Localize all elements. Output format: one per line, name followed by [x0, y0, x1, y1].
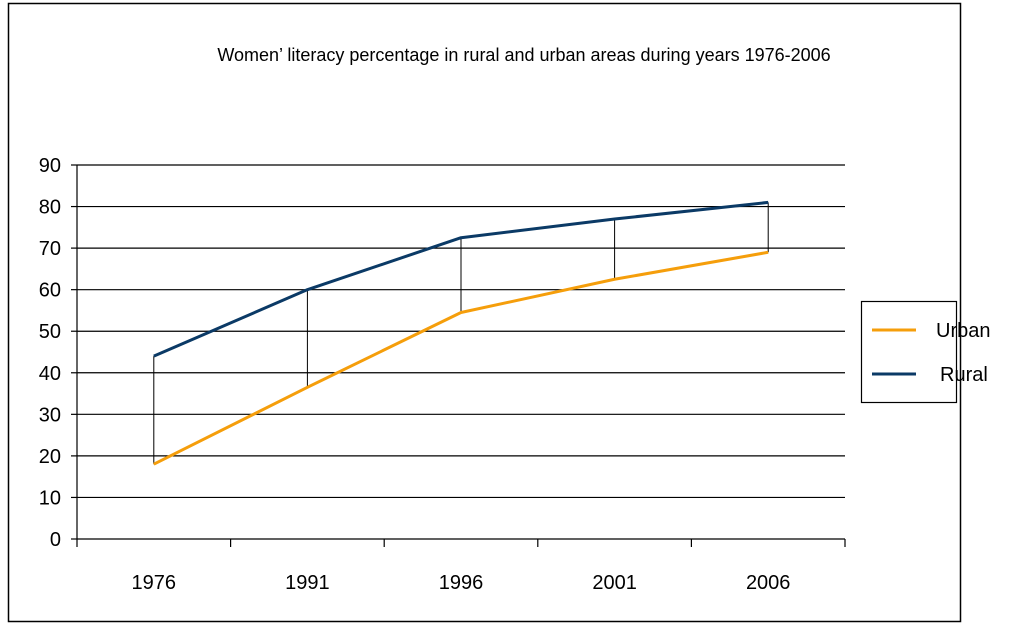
- series-line-rural: [153, 200, 769, 358]
- x-tick-label: 1991: [285, 572, 330, 594]
- y-tick-label: 80: [39, 197, 61, 219]
- legend-label-urban: Urban: [936, 320, 990, 342]
- x-tick-label: 2001: [592, 572, 637, 594]
- axes: 0 10 20 30 40 50 60 70 80 90 1976 1991 1996 2001 2006: [39, 155, 846, 594]
- y-tick-label: 50: [39, 321, 61, 343]
- x-tick-label: 1996: [439, 572, 484, 594]
- legend: Urban Rural: [860, 300, 990, 404]
- y-tick-label: 70: [39, 238, 61, 260]
- chart-title: Women’ literacy percentage in rural and …: [217, 45, 830, 65]
- y-tick-label: 10: [39, 487, 61, 509]
- legend-box: [860, 300, 958, 404]
- drop-lines: [153, 202, 769, 465]
- chart-frame: [7, 2, 962, 623]
- y-tick-label: 0: [50, 529, 61, 551]
- x-tick-label: 1976: [132, 572, 177, 594]
- y-tick-label: 20: [39, 446, 61, 468]
- series-lines: [153, 200, 769, 466]
- y-tick-label: 40: [39, 363, 61, 385]
- y-tick-label: 60: [39, 280, 61, 302]
- y-tick-label: 90: [39, 155, 61, 177]
- y-tick-label: 30: [39, 404, 61, 426]
- series-line-urban: [153, 250, 769, 466]
- x-tick-label: 2006: [746, 572, 791, 594]
- legend-label-rural: Rural: [940, 364, 988, 386]
